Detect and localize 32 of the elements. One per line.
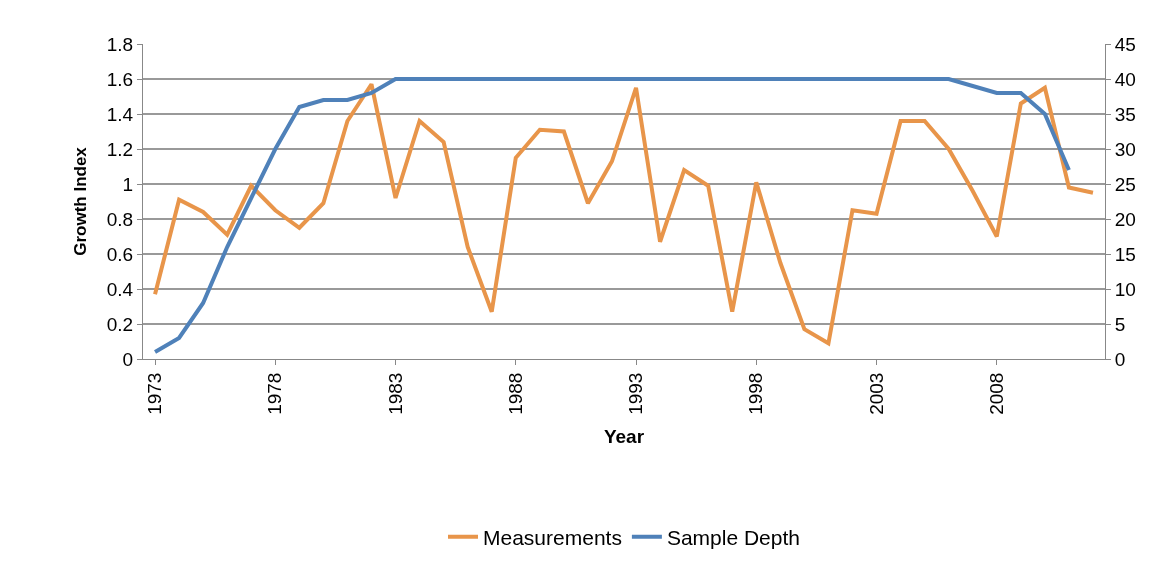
- y-axis-title: Growth Index: [71, 146, 91, 256]
- y-tick-label: 0.2: [106, 313, 134, 335]
- y2-tick-label: 45: [1114, 33, 1136, 55]
- x-tick-label: 1998: [745, 372, 767, 415]
- x-tick-label: 1988: [504, 372, 526, 415]
- y2-tick-label: 20: [1114, 208, 1136, 230]
- y-tick-label: 1.2: [106, 138, 134, 160]
- x-tick-label: 2003: [865, 372, 887, 415]
- y2-tick-label: 15: [1114, 243, 1136, 265]
- y-tick-label: 1.4: [106, 103, 134, 125]
- y-tick-label: 1.6: [106, 68, 134, 90]
- y-tick-label: 0.4: [106, 278, 134, 300]
- legend-label: Measurements: [483, 525, 622, 549]
- y-tick-label: 0.8: [106, 208, 134, 230]
- y-tick-label: 0: [122, 348, 134, 370]
- y-tick-label: 0.6: [106, 243, 134, 265]
- x-tick-label: 1983: [384, 372, 406, 415]
- y-tick-label: 1.8: [106, 33, 134, 55]
- y2-tick-label: 5: [1114, 313, 1126, 335]
- legend-label: Sample Depth: [666, 525, 800, 549]
- x-tick-label: 2008: [985, 372, 1007, 415]
- x-tick-label: 1993: [625, 372, 647, 415]
- x-axis-title: Year: [603, 425, 645, 447]
- y2-tick-label: 30: [1114, 138, 1136, 160]
- x-tick-label: 1978: [264, 372, 286, 415]
- y2-tick-label: 10: [1114, 278, 1136, 300]
- y-tick-label: 1: [122, 173, 134, 195]
- x-tick-label: 1973: [144, 372, 166, 415]
- y2-tick-label: 35: [1114, 103, 1136, 125]
- y2-tick-label: 25: [1114, 173, 1136, 195]
- y2-tick-label: 0: [1114, 348, 1126, 370]
- y2-tick-label: 40: [1114, 68, 1136, 90]
